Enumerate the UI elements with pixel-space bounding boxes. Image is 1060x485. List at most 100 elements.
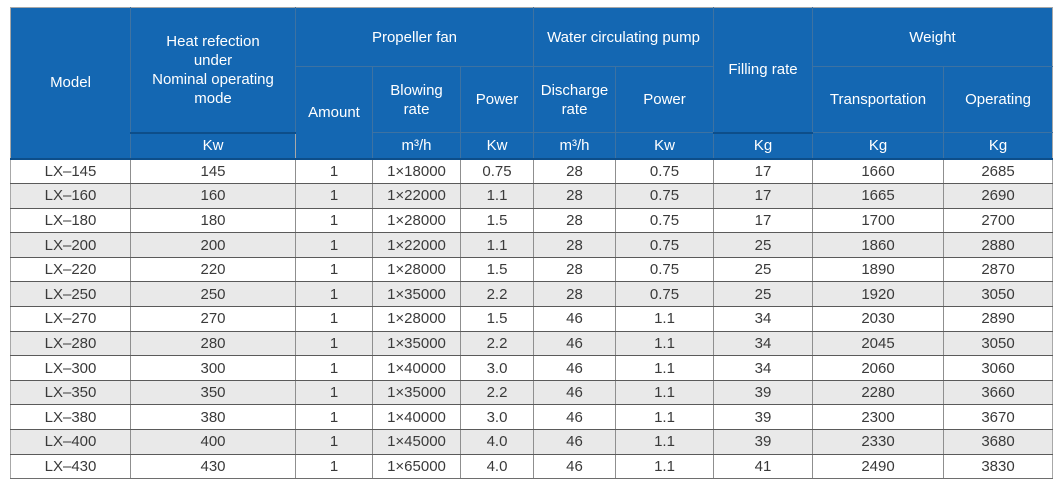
cell-filling-rate: 17 bbox=[713, 157, 813, 185]
cell-fan-amount: 1 bbox=[295, 330, 373, 357]
cell-fan-power: 1.1 bbox=[460, 183, 534, 209]
table-row: LX–300 300 1 1×40000 3.0 46 1.1 34 2060 3060 bbox=[10, 355, 1054, 381]
cell-fan-power: 4.0 bbox=[460, 429, 534, 455]
cell-pump-power: 0.75 bbox=[615, 183, 714, 209]
cell-fan-amount: 1 bbox=[295, 157, 373, 185]
table-row: LX–180 180 1 1×28000 1.5 28 0.75 17 1700 2700 bbox=[10, 207, 1054, 234]
cell-fan-amount: 1 bbox=[295, 355, 373, 381]
table-row: LX–280 280 1 1×35000 2.2 46 1.1 34 2045 3050 bbox=[10, 330, 1054, 357]
cell-transportation-weight: 1860 bbox=[812, 232, 944, 258]
cell-model: LX–180 bbox=[10, 207, 131, 234]
cell-fan-power: 4.0 bbox=[460, 453, 534, 480]
col-header-fan-power: Power bbox=[460, 66, 534, 133]
cell-model: LX–280 bbox=[10, 330, 131, 357]
cell-transportation-weight: 2330 bbox=[812, 429, 944, 455]
col-header-heat-rejection: Heat refection under Nominal operating m… bbox=[130, 7, 296, 134]
cell-operating-weight: 3050 bbox=[942, 281, 1054, 308]
cell-filling-rate: 34 bbox=[713, 330, 813, 357]
cell-model: LX–350 bbox=[10, 379, 131, 406]
cell-pump-power: 0.75 bbox=[615, 281, 714, 308]
cell-heat-rejection: 300 bbox=[130, 355, 296, 381]
cell-filling-rate: 25 bbox=[713, 281, 813, 308]
cell-discharge-rate: 28 bbox=[533, 157, 616, 185]
col-group-propeller-fan: Propeller fan bbox=[295, 7, 534, 67]
cell-heat-rejection: 145 bbox=[130, 157, 296, 185]
cell-transportation-weight: 1700 bbox=[812, 207, 944, 234]
cell-fan-amount: 1 bbox=[295, 404, 373, 431]
cell-model: LX–380 bbox=[10, 404, 131, 431]
cell-fan-amount: 1 bbox=[295, 379, 373, 406]
cell-blowing-rate: 1×35000 bbox=[372, 330, 461, 357]
unit-operating: Kg bbox=[942, 132, 1054, 160]
table-row: LX–350 350 1 1×35000 2.2 46 1.1 39 2280 3660 bbox=[10, 379, 1054, 406]
cell-heat-rejection: 250 bbox=[130, 281, 296, 308]
table-row: LX–380 380 1 1×40000 3.0 46 1.1 39 2300 3670 bbox=[10, 404, 1054, 431]
cell-blowing-rate: 1×40000 bbox=[372, 404, 461, 431]
cell-fan-amount: 1 bbox=[295, 256, 373, 283]
table-row: LX–400 400 1 1×45000 4.0 46 1.1 39 2330 3680 bbox=[10, 429, 1054, 455]
cell-fan-amount: 1 bbox=[295, 453, 373, 480]
table-row: LX–270 270 1 1×28000 1.5 46 1.1 34 2030 2890 bbox=[10, 306, 1054, 332]
cell-discharge-rate: 28 bbox=[533, 232, 616, 258]
cell-blowing-rate: 1×35000 bbox=[372, 281, 461, 308]
cell-transportation-weight: 1920 bbox=[812, 281, 944, 308]
cell-transportation-weight: 2030 bbox=[812, 306, 944, 332]
col-header-discharge-rate: Discharge rate bbox=[533, 66, 616, 133]
cell-pump-power: 0.75 bbox=[615, 232, 714, 258]
cell-pump-power: 1.1 bbox=[615, 306, 714, 332]
table-row: LX–145 145 1 1×18000 0.75 28 0.75 17 1660 2685 bbox=[10, 157, 1054, 185]
cell-fan-power: 1.1 bbox=[460, 232, 534, 258]
cell-fan-power: 1.5 bbox=[460, 306, 534, 332]
cell-blowing-rate: 1×22000 bbox=[372, 232, 461, 258]
cell-transportation-weight: 1890 bbox=[812, 256, 944, 283]
cell-blowing-rate: 1×28000 bbox=[372, 207, 461, 234]
cell-discharge-rate: 46 bbox=[533, 379, 616, 406]
cell-operating-weight: 3050 bbox=[942, 330, 1054, 357]
unit-filling-rate: Kg bbox=[713, 132, 813, 160]
cell-fan-power: 3.0 bbox=[460, 404, 534, 431]
col-group-water-circulating-pump: Water circulating pump bbox=[533, 7, 714, 67]
cell-blowing-rate: 1×22000 bbox=[372, 183, 461, 209]
unit-discharge-rate: m³/h bbox=[533, 132, 616, 160]
cell-operating-weight: 2690 bbox=[942, 183, 1054, 209]
cell-filling-rate: 34 bbox=[713, 355, 813, 381]
cell-pump-power: 1.1 bbox=[615, 429, 714, 455]
cell-discharge-rate: 46 bbox=[533, 330, 616, 357]
cell-blowing-rate: 1×40000 bbox=[372, 355, 461, 381]
col-header-pump-power: Power bbox=[615, 66, 714, 133]
cell-pump-power: 1.1 bbox=[615, 330, 714, 357]
unit-fan-power: Kw bbox=[460, 132, 534, 160]
cell-model: LX–430 bbox=[10, 453, 131, 480]
cell-filling-rate: 25 bbox=[713, 256, 813, 283]
cell-heat-rejection: 400 bbox=[130, 429, 296, 455]
cell-operating-weight: 2685 bbox=[942, 157, 1054, 185]
cell-pump-power: 0.75 bbox=[615, 256, 714, 283]
cell-fan-power: 3.0 bbox=[460, 355, 534, 381]
cell-blowing-rate: 1×18000 bbox=[372, 157, 461, 185]
col-header-blowing-rate: Blowing rate bbox=[372, 66, 461, 133]
cell-fan-amount: 1 bbox=[295, 232, 373, 258]
col-group-weight: Weight bbox=[811, 7, 1054, 67]
table-row: LX–160 160 1 1×22000 1.1 28 0.75 17 1665 2690 bbox=[10, 183, 1054, 209]
cell-model: LX–270 bbox=[10, 306, 131, 332]
cell-model: LX–250 bbox=[10, 281, 131, 308]
cell-filling-rate: 17 bbox=[713, 207, 813, 234]
cell-discharge-rate: 46 bbox=[533, 429, 616, 455]
cell-heat-rejection: 180 bbox=[130, 207, 296, 234]
cell-model: LX–300 bbox=[10, 355, 131, 381]
table-body: LX–145 145 1 1×18000 0.75 28 0.75 17 1660 2685 LX–… bbox=[10, 157, 1054, 480]
cell-filling-rate: 17 bbox=[713, 183, 813, 209]
cell-operating-weight: 3660 bbox=[942, 379, 1054, 406]
cell-model: LX–145 bbox=[10, 157, 131, 185]
cell-fan-power: 1.5 bbox=[460, 256, 534, 283]
cell-model: LX–400 bbox=[10, 429, 131, 455]
cell-fan-power: 2.2 bbox=[460, 330, 534, 357]
cell-transportation-weight: 2300 bbox=[812, 404, 944, 431]
unit-heat-rejection: Kw bbox=[130, 132, 296, 160]
cell-pump-power: 0.75 bbox=[615, 157, 714, 185]
header-row-groups: Model Heat refection under Nominal opera… bbox=[10, 7, 1054, 160]
cell-heat-rejection: 380 bbox=[130, 404, 296, 431]
table-header: Model Heat refection under Nominal opera… bbox=[10, 7, 1054, 160]
cell-filling-rate: 39 bbox=[713, 429, 813, 455]
cell-transportation-weight: 1665 bbox=[812, 183, 944, 209]
